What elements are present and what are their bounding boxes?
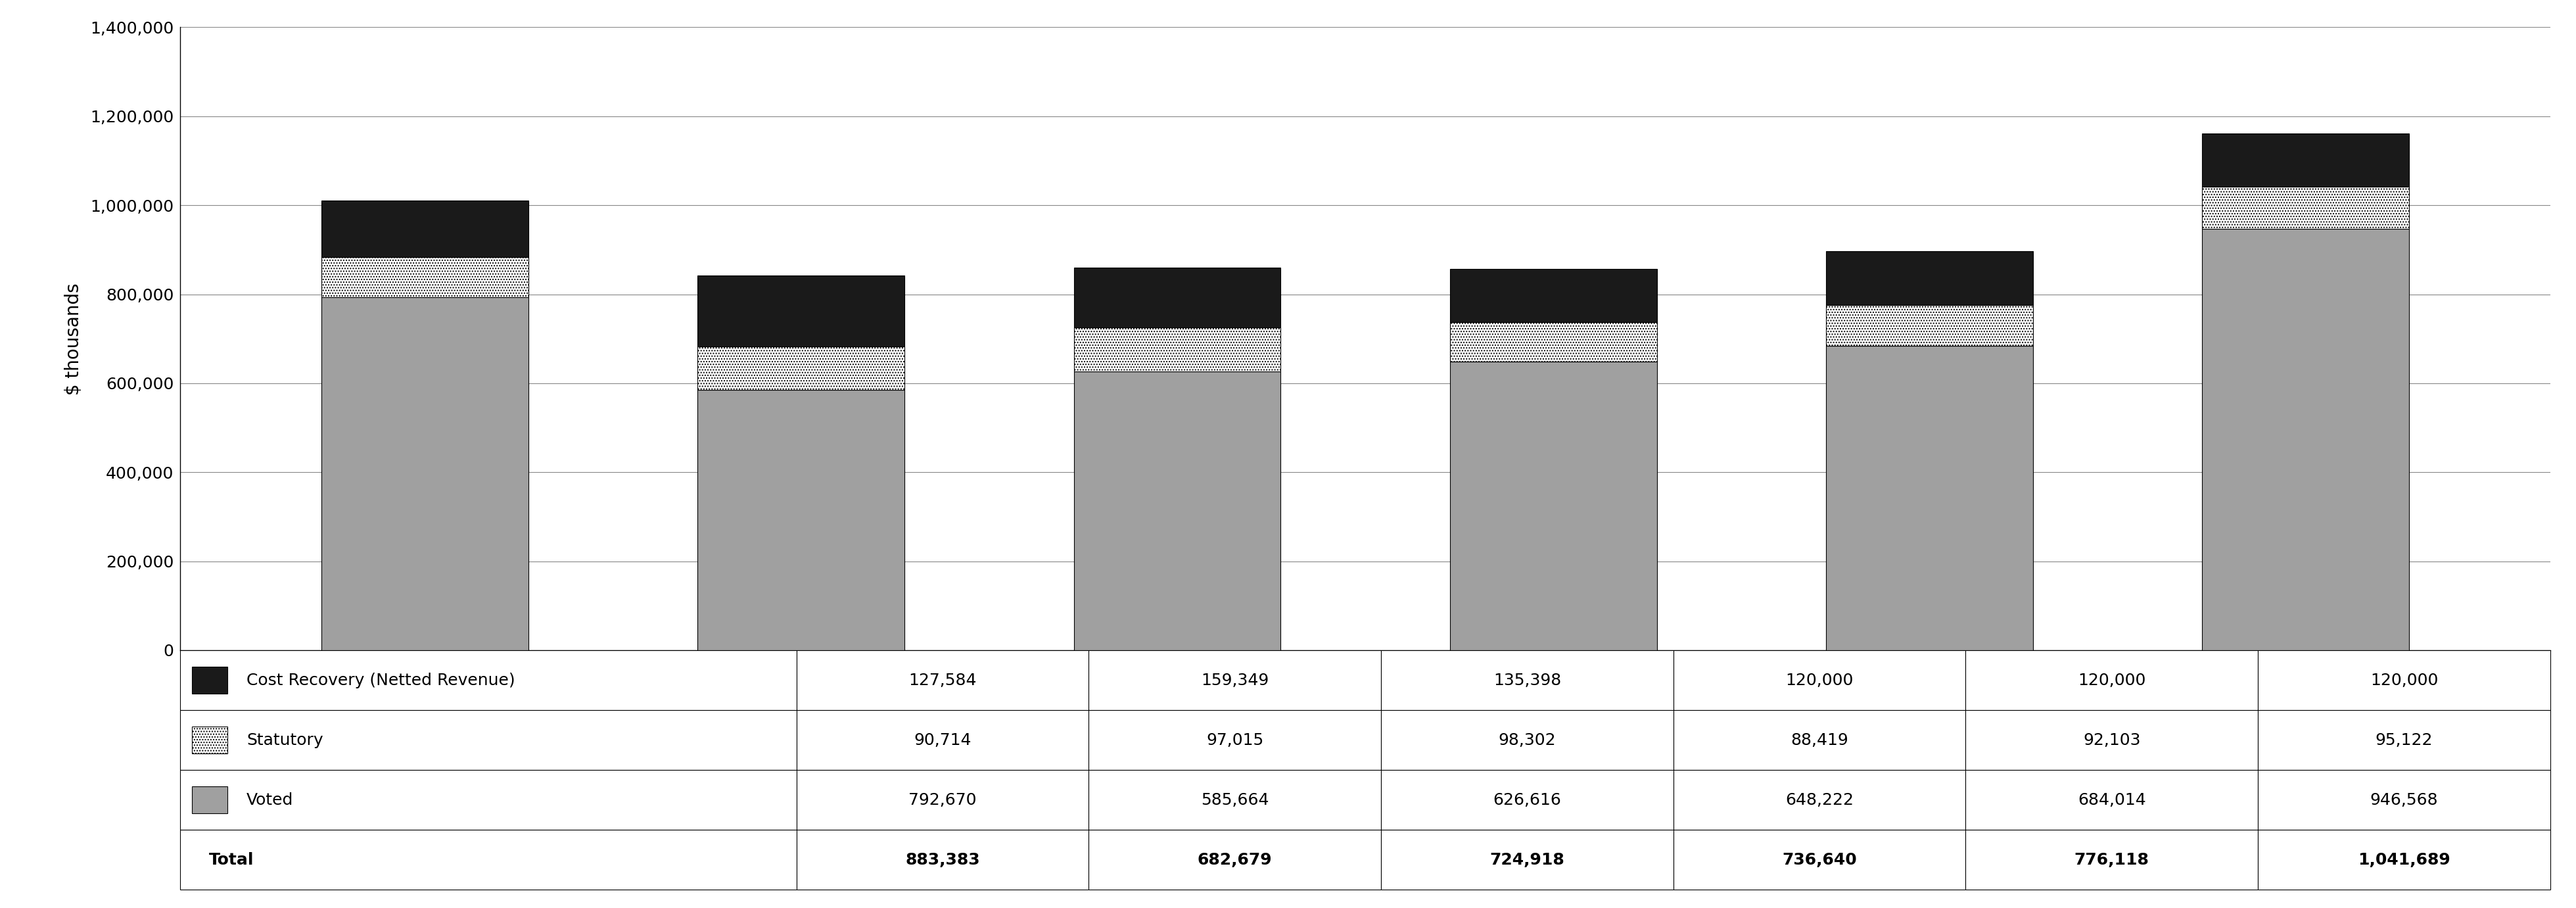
Bar bbox=[1450, 269, 1656, 322]
Bar bbox=[322, 298, 528, 650]
FancyBboxPatch shape bbox=[193, 666, 227, 694]
Bar bbox=[2202, 187, 2409, 229]
Bar bbox=[698, 347, 904, 390]
Bar bbox=[1074, 371, 1280, 650]
Bar bbox=[322, 201, 528, 257]
Text: Voted: Voted bbox=[247, 792, 294, 808]
Bar bbox=[2202, 229, 2409, 650]
Bar bbox=[1826, 252, 2032, 305]
Bar bbox=[1826, 346, 2032, 650]
Text: Total: Total bbox=[209, 852, 255, 868]
Bar bbox=[1826, 305, 2032, 346]
Bar bbox=[322, 257, 528, 298]
Bar bbox=[1450, 322, 1656, 361]
Y-axis label: $ thousands: $ thousands bbox=[64, 282, 82, 395]
Bar bbox=[1074, 328, 1280, 371]
Bar bbox=[1074, 267, 1280, 328]
Bar bbox=[2202, 133, 2409, 187]
FancyBboxPatch shape bbox=[193, 726, 227, 754]
FancyBboxPatch shape bbox=[193, 786, 227, 814]
Text: Cost Recovery (Netted Revenue): Cost Recovery (Netted Revenue) bbox=[247, 672, 515, 688]
Bar bbox=[1450, 361, 1656, 650]
Bar bbox=[698, 275, 904, 347]
Text: Statutory: Statutory bbox=[247, 732, 325, 748]
Bar bbox=[698, 390, 904, 650]
